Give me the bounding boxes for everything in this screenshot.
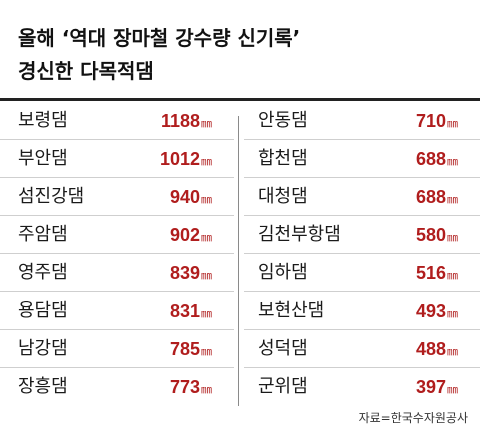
table-row: 주암댐 902㎜ — [0, 216, 234, 254]
rainfall-number: 773 — [169, 377, 200, 397]
dam-name: 영주댐 — [18, 262, 68, 283]
dam-name: 대청댐 — [258, 186, 308, 207]
table-row: 보령댐 1188㎜ — [0, 102, 234, 140]
unit-label: ㎜ — [447, 231, 458, 244]
unit-label: ㎜ — [201, 345, 212, 358]
rainfall-number: 710 — [415, 111, 446, 131]
unit-label: ㎜ — [447, 269, 458, 282]
table-row: 안동댐 710㎜ — [244, 102, 480, 140]
rainfall-number: 488 — [415, 339, 446, 359]
unit-label: ㎜ — [201, 193, 212, 206]
unit-label: ㎜ — [201, 231, 212, 244]
table-row: 합천댐 688㎜ — [244, 140, 480, 178]
rainfall-value: 902㎜ — [170, 223, 212, 250]
column-divider — [238, 116, 239, 406]
table-row: 임하댐 516㎜ — [244, 254, 480, 292]
unit-label: ㎜ — [447, 307, 458, 320]
unit-label: ㎜ — [201, 269, 212, 282]
table-row: 보현산댐 493㎜ — [244, 292, 480, 330]
rainfall-value: 516㎜ — [416, 261, 458, 288]
unit-label: ㎜ — [201, 307, 212, 320]
rainfall-number: 580 — [415, 225, 446, 245]
table-row: 부안댐 1012㎜ — [0, 140, 234, 178]
unit-label: ㎜ — [447, 383, 458, 396]
table-row: 용담댐 831㎜ — [0, 292, 234, 330]
dam-name: 성덕댐 — [258, 338, 308, 359]
unit-label: ㎜ — [447, 345, 458, 358]
unit-label: ㎜ — [447, 117, 458, 130]
dam-name: 주암댐 — [18, 224, 68, 245]
unit-label: ㎜ — [201, 155, 212, 168]
dam-name: 남강댐 — [18, 338, 68, 359]
source-note: 자료=한국수자원공사 — [358, 411, 468, 425]
rainfall-value: 940㎜ — [170, 185, 212, 212]
rainfall-value: 1012㎜ — [160, 147, 212, 174]
chart-title: 올해 ‘역대 장마철 강수량 신기록’ 경신한 다목적댐 — [18, 22, 300, 88]
dam-name: 보령댐 — [18, 110, 68, 131]
table-row: 대청댐 688㎜ — [244, 178, 480, 216]
dam-name: 안동댐 — [258, 110, 308, 131]
rainfall-value: 710㎜ — [416, 109, 458, 136]
table-row: 영주댐 839㎜ — [0, 254, 234, 292]
rainfall-value: 831㎜ — [170, 299, 212, 326]
rainfall-number: 839 — [169, 263, 200, 283]
rainfall-number: 1188 — [160, 111, 200, 131]
dam-name: 장흥댐 — [18, 376, 68, 397]
left-column: 보령댐 1188㎜ 부안댐 1012㎜ 섬진강댐 940㎜ 주암댐 902㎜ 영주댐 839㎜ 용담… — [0, 102, 234, 405]
rainfall-number: 902 — [169, 225, 200, 245]
table-row: 성덕댐 488㎜ — [244, 330, 480, 368]
rainfall-value: 493㎜ — [416, 299, 458, 326]
dam-name: 섬진강댐 — [18, 186, 85, 207]
rainfall-value: 488㎜ — [416, 337, 458, 364]
rainfall-value: 773㎜ — [170, 375, 212, 402]
unit-label: ㎜ — [201, 383, 212, 396]
rainfall-value: 1188㎜ — [161, 109, 212, 136]
rainfall-value: 839㎜ — [170, 261, 212, 288]
rainfall-number: 493 — [415, 301, 446, 321]
dam-name: 합천댐 — [258, 148, 308, 169]
rainfall-number: 688 — [415, 149, 446, 169]
rainfall-number: 940 — [169, 187, 200, 207]
dam-name: 군위댐 — [258, 376, 308, 397]
rainfall-number: 1012 — [159, 149, 200, 169]
dam-name: 용담댐 — [18, 300, 68, 321]
title-line-2: 경신한 다목적댐 — [18, 59, 154, 83]
rainfall-value: 580㎜ — [416, 223, 458, 250]
dam-name: 임하댐 — [258, 262, 308, 283]
dam-name: 부안댐 — [18, 148, 68, 169]
table-row: 군위댐 397㎜ — [244, 368, 480, 405]
rainfall-value: 688㎜ — [416, 185, 458, 212]
table-row: 장흥댐 773㎜ — [0, 368, 234, 405]
table-row: 김천부항댐 580㎜ — [244, 216, 480, 254]
dam-name: 보현산댐 — [258, 300, 325, 321]
rainfall-value: 785㎜ — [170, 337, 212, 364]
rainfall-number: 516 — [415, 263, 446, 283]
rainfall-number: 688 — [415, 187, 446, 207]
top-rule — [0, 98, 480, 101]
table-row: 섬진강댐 940㎜ — [0, 178, 234, 216]
right-column: 안동댐 710㎜ 합천댐 688㎜ 대청댐 688㎜ 김천부항댐 580㎜ 임하댐 516㎜ 보현산… — [244, 102, 480, 405]
title-line-1: 올해 ‘역대 장마철 강수량 신기록’ — [18, 26, 301, 50]
table-row: 남강댐 785㎜ — [0, 330, 234, 368]
unit-label: ㎜ — [447, 193, 458, 206]
rainfall-value: 397㎜ — [416, 375, 458, 402]
unit-label: ㎜ — [447, 155, 458, 168]
rainfall-number: 831 — [169, 301, 200, 321]
rainfall-number: 785 — [169, 339, 200, 359]
dam-name: 김천부항댐 — [258, 224, 341, 245]
rainfall-value: 688㎜ — [416, 147, 458, 174]
unit-label: ㎜ — [201, 117, 212, 130]
rainfall-number: 397 — [415, 377, 446, 397]
